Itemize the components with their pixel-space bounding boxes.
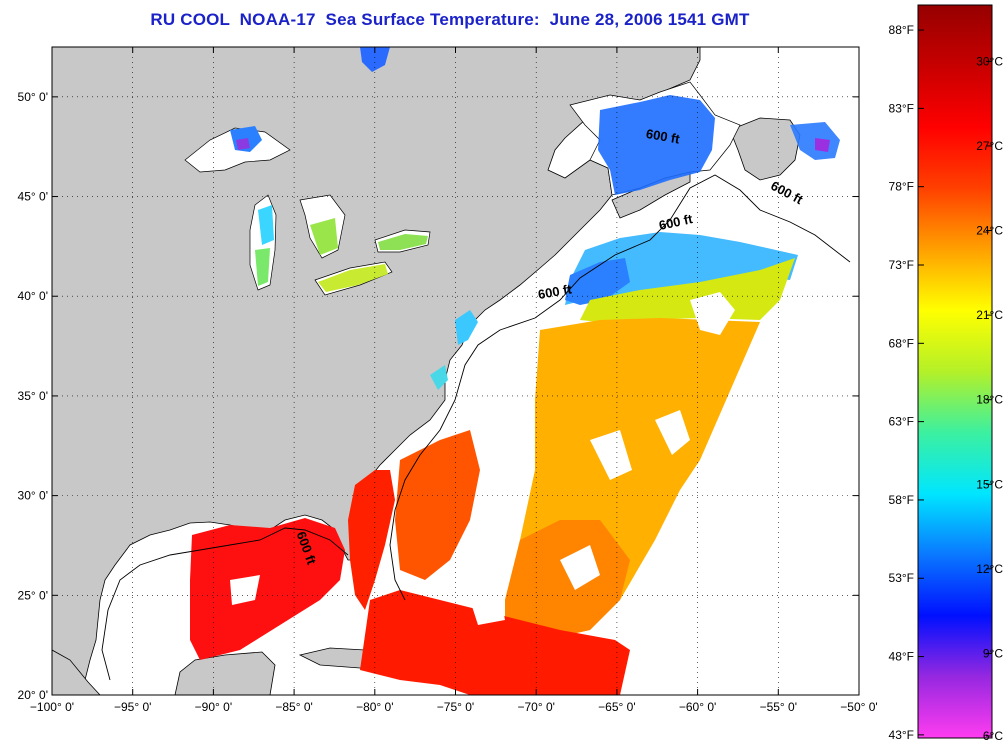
x-tick-label: −60° 0'	[679, 700, 716, 714]
fahrenheit-tick-label: 53°F	[889, 571, 914, 585]
celsius-tick-label: 18°C	[976, 393, 1003, 407]
isobath-600ft	[389, 174, 851, 601]
y-tick-label: 20° 0'	[18, 688, 48, 702]
sst-data	[190, 47, 840, 695]
colorbar: 30°C27°C24°C21°C18°C15°C12°C9°C6°C 88°F8…	[889, 4, 1003, 743]
x-tick-label: −55° 0'	[760, 700, 797, 714]
sst-coastal-cyan-2	[430, 365, 448, 390]
sst-huron-green	[310, 218, 338, 255]
graticule	[52, 47, 859, 696]
y-tick-label: 40° 0'	[18, 289, 48, 303]
y-tick-label: 35° 0'	[18, 389, 48, 403]
land-north-america	[52, 47, 701, 695]
sst-gulf-of-maine	[565, 258, 630, 305]
fahrenheit-tick-label: 68°F	[889, 336, 914, 350]
x-tick-label: −100° 0'	[30, 700, 74, 714]
x-tick-label: −85° 0'	[275, 700, 312, 714]
celsius-tick-label: 15°C	[976, 477, 1003, 491]
celsius-tick-label: 6°C	[983, 729, 1003, 743]
sst-michigan-cyan	[258, 205, 274, 245]
sst-caribbean	[360, 590, 630, 695]
celsius-tick-label: 21°C	[976, 308, 1003, 322]
land-yucatan	[174, 651, 276, 695]
sst-gulf-stream-florida	[348, 470, 395, 610]
map-title: RU COOL NOAA-17 Sea Surface Temperature:…	[150, 10, 750, 29]
fahrenheit-tick-label: 63°F	[889, 415, 914, 429]
contour-label-600ft: 600 ft	[537, 281, 574, 302]
sst-ontario-green	[378, 234, 428, 250]
x-tick-label: −80° 0'	[356, 700, 393, 714]
cloud-masks	[230, 292, 735, 625]
contour-label-600ft: 600 ft	[658, 211, 695, 233]
fahrenheit-tick-label: 48°F	[889, 650, 914, 664]
y-tick-label: 25° 0'	[18, 588, 48, 602]
sst-gulf-of-mexico	[190, 518, 345, 660]
x-tick-label: −50° 0'	[840, 700, 877, 714]
sst-erie-yellow	[318, 264, 388, 292]
fahrenheit-tick-label: 43°F	[889, 728, 914, 742]
sst-gulf-st-lawrence	[598, 95, 715, 195]
fahrenheit-tick-label: 88°F	[889, 23, 914, 37]
sst-coastal-cyan	[455, 310, 478, 345]
celsius-tick-label: 27°C	[976, 139, 1003, 153]
y-tick-label: 45° 0'	[18, 190, 48, 204]
colorbar-fahrenheit-ticks: 88°F 83°F 78°F 73°F 68°F 63°F 58°F 53°F 48°F 43°F	[889, 23, 924, 742]
x-tick-label: −75° 0'	[437, 700, 474, 714]
fahrenheit-tick-label: 58°F	[889, 493, 914, 507]
fahrenheit-tick-label: 83°F	[889, 101, 914, 115]
land-mexico	[52, 649, 101, 695]
x-tick-label: −90° 0'	[195, 700, 232, 714]
celsius-tick-label: 24°C	[976, 224, 1003, 238]
sst-bahamas-orange	[395, 430, 480, 580]
contour-label-600ft: 600 ft	[645, 126, 682, 147]
sst-michigan-green	[255, 248, 270, 286]
x-axis-ticks: −100° 0' −95° 0' −90° 0' −85° 0' −80° 0' −75°…	[30, 47, 878, 714]
fahrenheit-tick-label: 78°F	[889, 180, 914, 194]
colorbar-celsius-ticks: 30°C 27°C 24°C 21°C 18°C 15°C 12°C 9°C 6°C	[976, 54, 1003, 743]
sst-sargasso-orange	[505, 520, 630, 645]
sst-hudson-bay-blue	[360, 47, 390, 72]
colorbar-bar	[917, 4, 993, 739]
land-newfoundland	[729, 117, 801, 181]
x-tick-label: −95° 0'	[114, 700, 151, 714]
y-axis-ticks: 20° 0' 25° 0' 30° 0' 35° 0' 40° 0' 45° 0' 50° …	[18, 90, 859, 702]
celsius-tick-label: 30°C	[976, 54, 1003, 68]
y-tick-label: 50° 0'	[18, 90, 48, 104]
y-tick-label: 30° 0'	[18, 489, 48, 503]
sst-slope-yellow	[580, 258, 795, 322]
celsius-tick-label: 9°C	[983, 646, 1003, 660]
x-tick-label: −70° 0'	[517, 700, 554, 714]
isobath-600ft-gulf	[101, 527, 349, 681]
sst-newfoundland-magenta	[815, 138, 830, 152]
x-tick-label: −65° 0'	[598, 700, 635, 714]
celsius-tick-label: 12°C	[976, 562, 1003, 576]
sst-superior-magenta	[236, 138, 250, 150]
fahrenheit-tick-label: 73°F	[889, 258, 914, 272]
